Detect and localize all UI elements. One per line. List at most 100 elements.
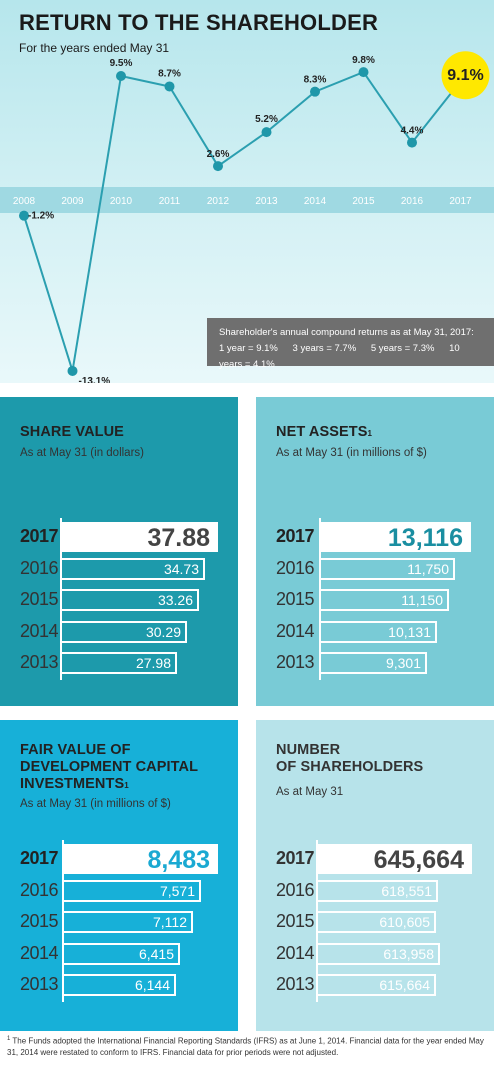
return-line-chart: 2008 2009 2010 2011 2012 2013 2014 2015 2016 2017…: [0, 51, 494, 383]
bar-value-label: 7,571: [159, 882, 195, 899]
footnote-text: The Funds adopted the International Fina…: [7, 1036, 484, 1057]
bar-row-2013: 2013 9,301: [256, 650, 494, 676]
bar-2014: 30.29: [62, 620, 187, 643]
highlight-point-2017: [441, 51, 490, 100]
bar-2017: 645,664: [318, 844, 472, 874]
bar-2014: 10,131: [321, 620, 437, 643]
compound-returns-items: 1 year = 9.1% 3 years = 7.7% 5 years = 7…: [219, 341, 484, 373]
bar-2017: 13,116: [321, 522, 471, 552]
point-label-2008: -1.2%: [28, 211, 54, 222]
compound-return-1y: 1 year = 9.1%: [219, 343, 278, 354]
point-label-2016: 4.4%: [401, 126, 424, 137]
compound-returns-heading: Shareholder's annual compound returns as…: [219, 327, 474, 338]
bar-row-2014: 2014 613,958: [256, 941, 494, 967]
bar-row-2017: 2017 37.88: [0, 522, 238, 552]
bar-value-label: 11,750: [407, 560, 449, 577]
year-label-2016: 2016: [401, 196, 424, 207]
bar-2013: 9,301: [321, 652, 427, 674]
data-point-2011: [164, 81, 175, 92]
bar-row-2015: 2015 11,150: [256, 587, 494, 613]
bar-year-label: 2015: [20, 911, 59, 931]
bar-value-label: 37.88: [147, 524, 210, 552]
bar-value-label: 13,116: [387, 524, 463, 552]
bar-year-label: 2017: [20, 848, 59, 868]
bar-year-label: 2015: [276, 589, 315, 609]
return-chart-title: RETURN TO THE SHAREHOLDER: [19, 10, 379, 35]
bar-row-2013: 2013 615,664: [256, 972, 494, 998]
bar-row-2013: 2013 6,144: [0, 972, 238, 998]
data-point-2010: [116, 71, 126, 82]
bar-row-2015: 2015 33.26: [0, 587, 238, 613]
bar-row-2014: 2014 30.29: [0, 619, 238, 645]
data-point-2014: [310, 86, 320, 97]
return-series-line: [23, 70, 462, 372]
return-chart-subtitle: For the years ended May 31: [19, 41, 170, 55]
year-label-2015: 2015: [352, 196, 375, 207]
bar-value-label: 615,664: [379, 977, 430, 993]
bar-value-label: 613,958: [383, 945, 434, 962]
bar-value-label: 11,150: [401, 592, 443, 608]
bar-2016: 618,551: [318, 879, 438, 902]
point-label-2011: 8.7%: [158, 68, 181, 79]
bar-value-label: 10,131: [388, 623, 431, 640]
shareholders-panel: NUMBER OF SHAREHOLDERS As at May 31 2017…: [256, 720, 494, 1031]
bar-value-label: 30.29: [145, 623, 181, 640]
bar-row-2015: 2015 7,112: [0, 909, 238, 935]
compound-returns-note: Shareholder's annual compound returns as…: [207, 318, 494, 370]
bar-year-label: 2015: [20, 589, 59, 609]
bar-year-label: 2013: [20, 974, 59, 994]
fair-value-title: FAIR VALUE OF DEVELOPMENT CAPITAL INVEST…: [20, 742, 199, 792]
point-label-2014: 8.3%: [304, 75, 327, 86]
bar-year-label: 2013: [276, 652, 315, 672]
year-label-2011: 2011: [159, 196, 181, 207]
compound-return-5y: 5 years = 7.3%: [370, 343, 435, 354]
bar-2014: 613,958: [318, 942, 440, 965]
bar-2015: 33.26: [62, 589, 199, 611]
point-label-2017: 9.1%: [447, 67, 483, 84]
bar-year-label: 2013: [20, 652, 59, 672]
data-point-2016: [407, 137, 417, 148]
bar-axis: [316, 840, 318, 1002]
bar-value-label: 618,551: [381, 882, 432, 899]
bar-row-2017: 2017 8,483: [0, 844, 238, 874]
bar-row-2016: 2016 11,750: [256, 556, 494, 582]
net-assets-panel: NET ASSETS1 As at May 31 (in millions of…: [256, 397, 494, 706]
bar-year-label: 2015: [276, 911, 315, 931]
bar-year-label: 2014: [20, 942, 59, 963]
bar-axis: [319, 518, 321, 680]
bar-row-2014: 2014 10,131: [256, 619, 494, 645]
year-label-2012: 2012: [207, 196, 230, 207]
share-value-subtitle: As at May 31 (in dollars): [20, 447, 144, 459]
year-label-2009: 2009: [61, 196, 84, 207]
data-point-2013: [261, 127, 272, 138]
bar-value-label: 6,415: [138, 945, 174, 962]
bar-year-label: 2016: [20, 879, 59, 900]
bar-year-label: 2016: [276, 557, 315, 578]
return-chart-panel: RETURN TO THE SHAREHOLDER For the years …: [0, 0, 494, 383]
bar-year-label: 2014: [276, 620, 315, 641]
bar-row-2016: 2016 34.73: [0, 556, 238, 582]
net-assets-title: NET ASSETS1: [276, 424, 373, 440]
bar-row-2013: 2013 27.98: [0, 650, 238, 676]
bar-2015: 11,150: [321, 589, 449, 611]
bar-value-label: 33.26: [157, 592, 193, 608]
bar-2017: 8,483: [64, 844, 218, 874]
fair-value-panel: FAIR VALUE OF DEVELOPMENT CAPITAL INVEST…: [0, 720, 238, 1031]
bar-2016: 7,571: [64, 879, 201, 902]
bar-year-label: 2017: [276, 848, 315, 868]
year-label-2010: 2010: [110, 196, 133, 207]
bar-2013: 615,664: [318, 974, 436, 996]
bar-2016: 11,750: [321, 557, 455, 580]
bar-2013: 27.98: [62, 652, 177, 674]
bar-value-label: 27.98: [135, 655, 171, 671]
bar-row-2015: 2015 610,605: [256, 909, 494, 935]
bar-2015: 7,112: [64, 911, 193, 933]
bar-row-2017: 2017 645,664: [256, 844, 494, 874]
point-label-2013: 5.2%: [255, 114, 278, 125]
bar-year-label: 2014: [20, 620, 59, 641]
data-point-2009: [67, 365, 78, 376]
bar-value-label: 6,144: [134, 977, 170, 993]
bar-year-label: 2014: [276, 942, 315, 963]
year-label-2017: 2017: [449, 196, 472, 207]
